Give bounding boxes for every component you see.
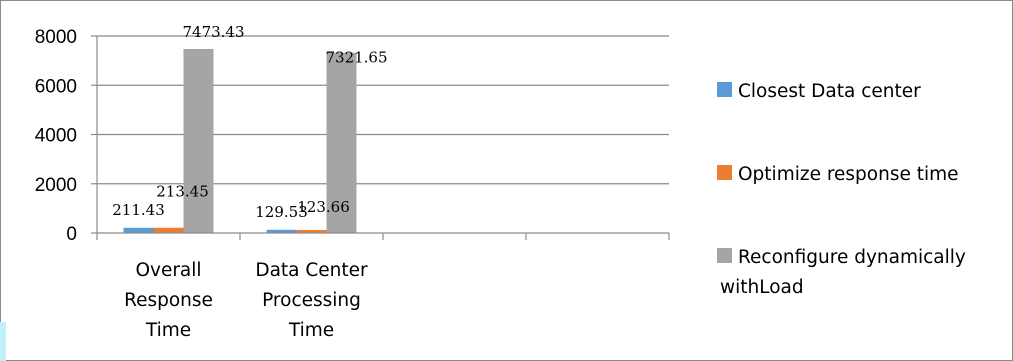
y-tick-label: 4000 — [35, 126, 77, 147]
bar — [326, 52, 357, 233]
y-tick-label: 6000 — [35, 76, 77, 97]
bar — [153, 227, 184, 233]
y-tick-label: 0 — [66, 224, 77, 245]
data-label: 211.43 — [112, 201, 165, 219]
y-tick-label: 2000 — [35, 175, 77, 196]
bar — [296, 229, 327, 233]
bar — [123, 227, 154, 233]
x-tick-label: Response — [124, 290, 213, 311]
legend: Closest Data center Optimize response tim… — [717, 81, 966, 298]
data-label: 129.53 — [255, 203, 308, 221]
bar — [183, 48, 214, 234]
legend-swatch — [717, 248, 732, 263]
legend-label: Reconfigure dynamically withLoad — [720, 247, 966, 298]
data-label: 7473.43 — [182, 23, 244, 41]
bar — [266, 229, 297, 233]
legend-swatch — [717, 165, 732, 180]
axes — [91, 35, 670, 240]
decorative-edge — [0, 322, 6, 361]
data-label: 123.66 — [297, 198, 350, 216]
legend-label: Optimize response time — [738, 164, 959, 185]
x-tick-label: Overall — [135, 260, 201, 281]
data-label: 213.45 — [156, 183, 209, 201]
x-tick-label: Processing — [262, 290, 361, 311]
y-tick-label: 8000 — [35, 27, 77, 48]
data-label: 7321.65 — [325, 49, 387, 67]
x-tick-label: Time — [288, 320, 334, 341]
y-tick-labels: 0 2000 4000 6000 8000 — [35, 27, 77, 245]
legend-swatch — [717, 82, 732, 97]
x-tick-label: Data Center — [255, 260, 368, 281]
x-tick-label: Time — [145, 320, 191, 341]
legend-label: Closest Data center — [738, 81, 921, 102]
data-labels: 211.43 129.53 213.45 123.66 7473.43 7321.65 — [112, 23, 387, 221]
bars — [123, 48, 357, 234]
category-labels: Overall Response Time Data Center Processing… — [124, 260, 368, 341]
